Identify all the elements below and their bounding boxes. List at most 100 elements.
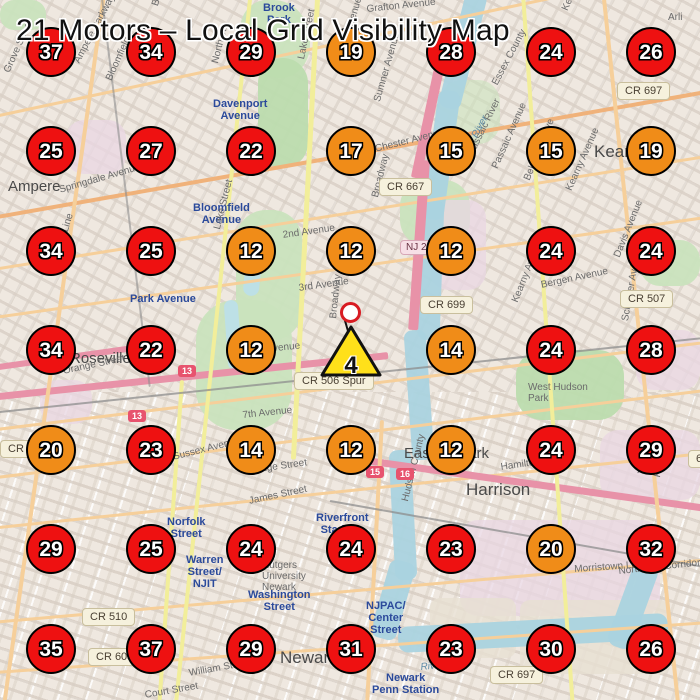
grid-marker-value: 34	[139, 40, 163, 64]
grid-marker-r6-c3[interactable]: 24	[226, 524, 276, 574]
grid-marker-value: 22	[139, 338, 163, 362]
grid-marker-r6-c2[interactable]: 25	[126, 524, 176, 574]
grid-marker-r4-c6[interactable]: 24	[526, 325, 576, 375]
grid-marker-value: 23	[139, 438, 163, 462]
grid-marker-r6-c1[interactable]: 29	[26, 524, 76, 574]
road-shield-label: CR 697	[617, 82, 671, 100]
grid-marker-r1-c4[interactable]: 19	[326, 27, 376, 77]
grid-marker-r3-c3[interactable]: 12	[226, 226, 276, 276]
grid-marker-value: 19	[639, 139, 663, 163]
location-pin-icon	[340, 302, 361, 323]
grid-marker-value: 29	[239, 637, 263, 661]
grid-marker-r2-c5[interactable]: 15	[426, 126, 476, 176]
grid-marker-value: 14	[239, 438, 263, 462]
grid-marker-r2-c4[interactable]: 17	[326, 126, 376, 176]
grid-marker-r2-c6[interactable]: 15	[526, 126, 576, 176]
grid-marker-r7-c6[interactable]: 30	[526, 624, 576, 674]
grid-marker-value: 28	[439, 40, 463, 64]
zone-industrial-f	[66, 120, 126, 174]
grid-marker-value: 24	[239, 537, 263, 561]
grid-marker-value: 12	[439, 438, 463, 462]
grid-marker-r4-c1[interactable]: 34	[26, 325, 76, 375]
grid-marker-value: 20	[539, 537, 563, 561]
grid-marker-r4-c2[interactable]: 22	[126, 325, 176, 375]
grid-marker-r2-c7[interactable]: 19	[626, 126, 676, 176]
route-badge: 13	[178, 365, 197, 377]
grid-marker-value: 12	[339, 438, 363, 462]
grid-marker-value: 34	[39, 239, 63, 263]
grid-marker-r7-c7[interactable]: 26	[626, 624, 676, 674]
subject-triangle-icon	[320, 325, 382, 377]
grid-marker-value: 37	[39, 40, 63, 64]
road-shield-label: CR 699	[420, 296, 474, 314]
grid-marker-value: 29	[239, 40, 263, 64]
grid-marker-value: 24	[539, 438, 563, 462]
grid-marker-value: 32	[639, 537, 663, 561]
grid-marker-r3-c1[interactable]: 34	[26, 226, 76, 276]
grid-marker-r4-c5[interactable]: 14	[426, 325, 476, 375]
grid-marker-value: 14	[439, 338, 463, 362]
grid-marker-value: 28	[639, 338, 663, 362]
grid-marker-r2-c3[interactable]: 22	[226, 126, 276, 176]
road-shield-label: CR 697	[490, 666, 544, 684]
grid-marker-value: 15	[439, 139, 463, 163]
grid-marker-r5-c2[interactable]: 23	[126, 425, 176, 475]
grid-marker-value: 15	[539, 139, 563, 163]
grid-marker-r7-c4[interactable]: 31	[326, 624, 376, 674]
grid-marker-value: 24	[539, 338, 563, 362]
grid-marker-r1-c5[interactable]: 28	[426, 27, 476, 77]
road-shield-label: CR 510	[82, 608, 136, 626]
grid-marker-r7-c5[interactable]: 23	[426, 624, 476, 674]
grid-marker-r4-c3[interactable]: 12	[226, 325, 276, 375]
grid-marker-value: 22	[239, 139, 263, 163]
route-badge: 13	[128, 410, 147, 422]
grid-marker-r5-c6[interactable]: 24	[526, 425, 576, 475]
grid-marker-value: 26	[639, 40, 663, 64]
park-nw-corner	[0, 0, 46, 30]
grid-marker-r3-c4[interactable]: 12	[326, 226, 376, 276]
grid-marker-r1-c2[interactable]: 34	[126, 27, 176, 77]
grid-marker-r3-c6[interactable]: 24	[526, 226, 576, 276]
grid-marker-value: 27	[139, 139, 163, 163]
grid-marker-r1-c7[interactable]: 26	[626, 27, 676, 77]
grid-marker-value: 29	[39, 537, 63, 561]
grid-marker-value: 31	[339, 637, 363, 661]
grid-marker-r2-c2[interactable]: 27	[126, 126, 176, 176]
grid-marker-r4-c7[interactable]: 28	[626, 325, 676, 375]
grid-marker-r5-c5[interactable]: 12	[426, 425, 476, 475]
grid-marker-value: 17	[339, 139, 363, 163]
grid-marker-r1-c3[interactable]: 29	[226, 27, 276, 77]
grid-marker-r7-c1[interactable]: 35	[26, 624, 76, 674]
road-shield-label: CR 667	[379, 178, 433, 196]
grid-marker-r3-c7[interactable]: 24	[626, 226, 676, 276]
grid-marker-r7-c3[interactable]: 29	[226, 624, 276, 674]
grid-marker-value: 24	[339, 537, 363, 561]
grid-marker-value: 24	[539, 40, 563, 64]
grid-marker-r5-c1[interactable]: 20	[26, 425, 76, 475]
grid-marker-value: 29	[639, 438, 663, 462]
grid-marker-r7-c2[interactable]: 37	[126, 624, 176, 674]
grid-marker-r6-c4[interactable]: 24	[326, 524, 376, 574]
grid-marker-value: 12	[439, 239, 463, 263]
grid-marker-r5-c7[interactable]: 29	[626, 425, 676, 475]
grid-marker-value: 25	[39, 139, 63, 163]
grid-marker-r1-c1[interactable]: 37	[26, 27, 76, 77]
grid-marker-r3-c5[interactable]: 12	[426, 226, 476, 276]
grid-marker-r6-c5[interactable]: 23	[426, 524, 476, 574]
grid-marker-r2-c1[interactable]: 25	[26, 126, 76, 176]
grid-marker-value: 23	[439, 637, 463, 661]
grid-marker-value: 23	[439, 537, 463, 561]
road-shield-label: 608	[688, 450, 700, 468]
grid-marker-r6-c7[interactable]: 32	[626, 524, 676, 574]
subject-rank-label: 4	[344, 352, 358, 379]
route-badge: 16	[396, 468, 415, 480]
grid-marker-value: 24	[639, 239, 663, 263]
grid-marker-r5-c4[interactable]: 12	[326, 425, 376, 475]
grid-marker-r6-c6[interactable]: 20	[526, 524, 576, 574]
grid-marker-value: 37	[139, 637, 163, 661]
grid-marker-r3-c2[interactable]: 25	[126, 226, 176, 276]
grid-marker-r5-c3[interactable]: 14	[226, 425, 276, 475]
grid-marker-r1-c6[interactable]: 24	[526, 27, 576, 77]
